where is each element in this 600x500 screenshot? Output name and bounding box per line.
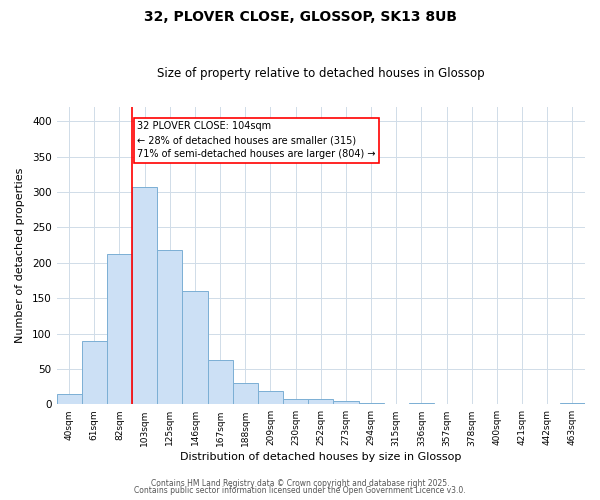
Bar [233, 383, 258, 404]
Text: Contains HM Land Registry data © Crown copyright and database right 2025.: Contains HM Land Registry data © Crown c… [151, 478, 449, 488]
Title: Size of property relative to detached houses in Glossop: Size of property relative to detached ho… [157, 66, 485, 80]
X-axis label: Distribution of detached houses by size in Glossop: Distribution of detached houses by size … [180, 452, 461, 462]
Bar [157, 250, 182, 404]
Text: Contains public sector information licensed under the Open Government Licence v3: Contains public sector information licen… [134, 486, 466, 495]
Text: 32, PLOVER CLOSE, GLOSSOP, SK13 8UB: 32, PLOVER CLOSE, GLOSSOP, SK13 8UB [143, 10, 457, 24]
Bar [132, 187, 157, 404]
Bar [334, 402, 359, 404]
Bar [182, 291, 208, 405]
Bar [208, 360, 233, 405]
Bar [560, 403, 585, 404]
Bar [107, 254, 132, 404]
Bar [82, 340, 107, 404]
Bar [258, 391, 283, 404]
Bar [308, 400, 334, 404]
Bar [56, 394, 82, 404]
Bar [359, 403, 383, 404]
Text: 32 PLOVER CLOSE: 104sqm
← 28% of detached houses are smaller (315)
71% of semi-d: 32 PLOVER CLOSE: 104sqm ← 28% of detache… [137, 121, 376, 159]
Bar [283, 398, 308, 404]
Y-axis label: Number of detached properties: Number of detached properties [15, 168, 25, 344]
Bar [409, 403, 434, 404]
